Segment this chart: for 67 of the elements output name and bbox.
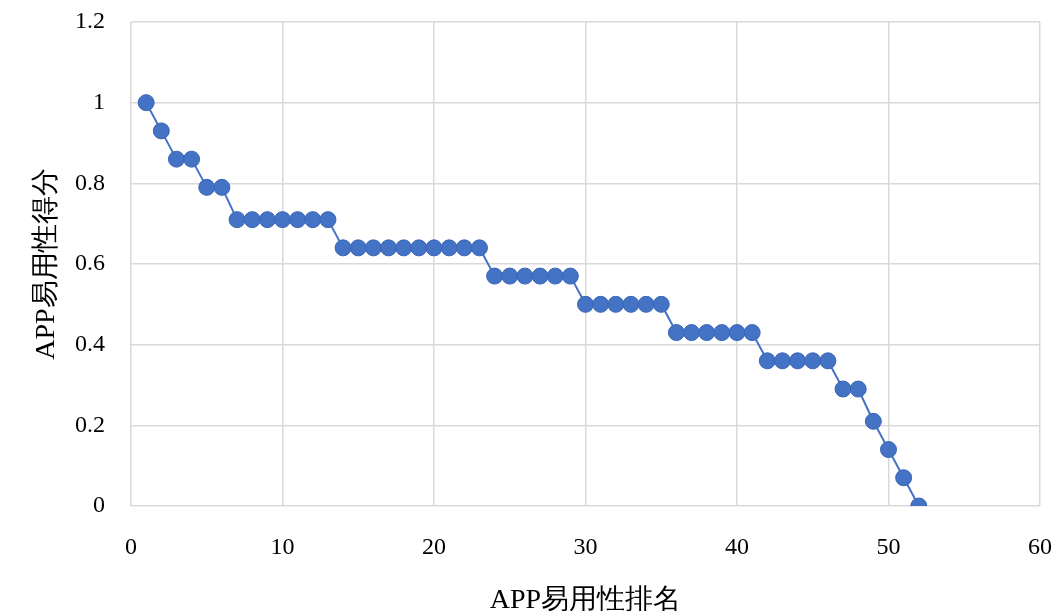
y-tick-label: 0.8 [75,168,105,195]
point [395,239,413,257]
point [577,295,594,313]
point [592,295,610,313]
point [304,211,322,229]
point [319,211,337,229]
x-tick-label: 30 [573,532,598,559]
point [455,239,473,257]
point [683,324,701,342]
y-tick-label: 1.2 [75,7,105,34]
point [167,150,185,168]
point [470,239,488,257]
point [773,352,791,370]
point [667,324,685,342]
point [440,239,458,257]
point [713,324,731,342]
point [864,412,882,430]
y-tick-label: 0.2 [75,410,105,437]
point [849,380,867,398]
point [516,267,534,285]
point [198,178,216,196]
point [652,295,670,313]
point [607,295,625,313]
point [364,239,382,257]
point [637,295,655,313]
x-tick-label: 20 [422,532,446,559]
point [743,324,761,342]
point [804,352,822,370]
point [531,267,549,285]
y-tick-label: 1 [93,87,105,114]
point [789,352,807,370]
point [758,352,776,370]
point [274,211,291,229]
x-tick-label: 10 [270,532,295,559]
point [486,267,504,285]
point [728,324,746,342]
x-axis-title: APP易用性排名 [489,582,682,611]
y-axis-title: APP易用性得分 [29,168,61,360]
point [349,239,367,257]
point [289,211,307,229]
y-tick-label: 0 [93,491,105,518]
point [410,239,428,257]
x-tick-label: 40 [725,532,749,559]
x-tick-label: 60 [1028,532,1052,559]
point [622,295,640,313]
point [334,239,352,257]
point [895,469,913,487]
x-tick-label: 50 [876,532,901,559]
y-tick-label: 0.4 [75,329,105,356]
point [880,441,897,459]
point [152,122,170,140]
point [561,267,579,285]
y-tick-label: 0.6 [75,249,105,276]
point [501,267,519,285]
point [425,239,443,257]
point [380,239,398,257]
point [183,150,201,168]
point [213,178,231,196]
point [228,211,246,229]
point [258,211,276,229]
x-tick-label: 0 [125,532,137,559]
point [546,267,564,285]
point [834,380,852,398]
point [137,94,155,112]
point [698,324,716,342]
point [819,352,837,370]
point [243,211,261,229]
